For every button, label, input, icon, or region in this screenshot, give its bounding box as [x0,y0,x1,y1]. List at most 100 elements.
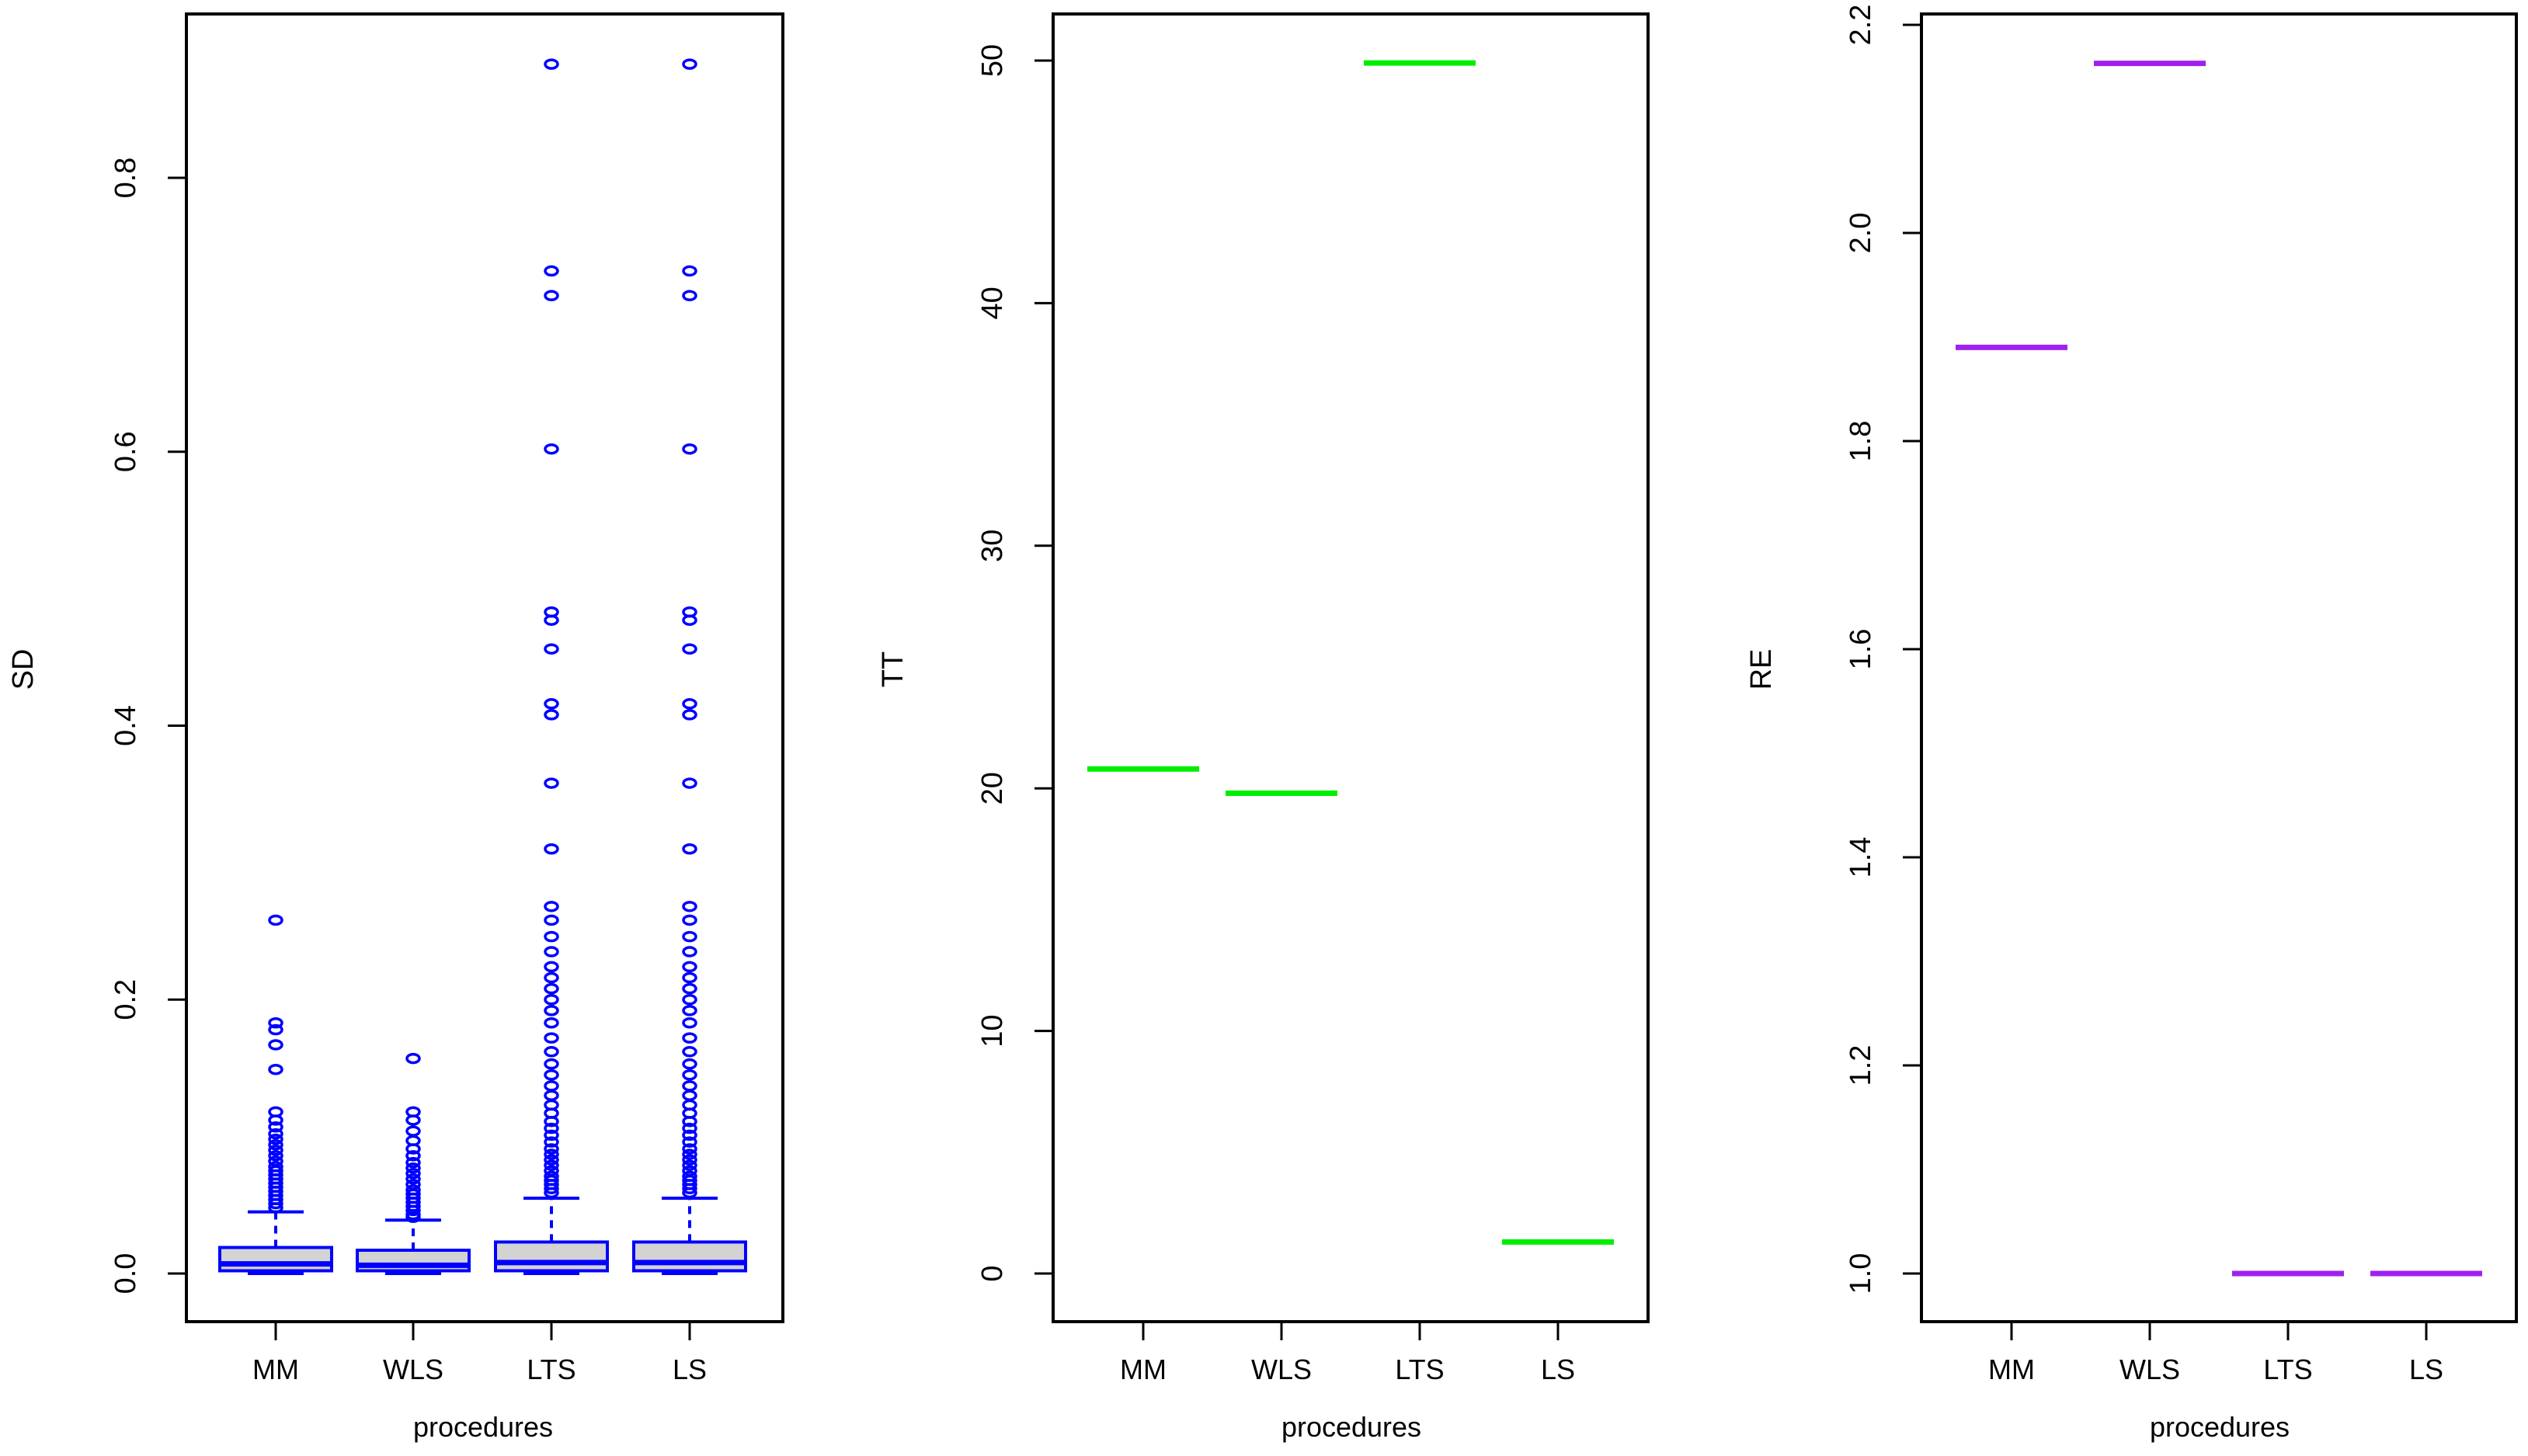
outlier-point [268,1138,283,1151]
outlier-point [405,1143,421,1155]
outlier-point [268,1121,283,1133]
outlier-point [544,994,559,1006]
outlier-point [682,709,697,721]
y-tick-label: 40 [976,287,1009,319]
outlier-point [544,1122,559,1135]
outlier-point [682,1183,697,1194]
outlier-point [405,1156,421,1169]
y-tick-label: 1.6 [1845,629,1877,670]
outlier-point [682,290,697,301]
x-tick-label: MM [252,1353,299,1385]
outlier-point [682,58,697,70]
outlier-point [682,1046,697,1058]
outlier-point [268,1063,283,1075]
outlier-point [268,1114,283,1126]
outlier-point [682,961,697,973]
outlier-point [682,265,697,277]
panel-sd: 0.0 0.2 0.4 0.6 0.8 MM WLS LTS LS procedures SD [7,12,784,1443]
y-axis-title: TT [877,652,909,687]
iqr-box [632,1240,747,1273]
outlier-point [544,901,559,912]
y-tick-label: 20 [976,772,1009,804]
box-mm [218,914,333,1275]
outlier-point [544,930,559,943]
outlier-point [682,930,697,943]
iqr-box [218,1246,333,1273]
x-tick-label: WLS [1251,1353,1312,1385]
box-ls [632,58,747,1275]
y-tick-label: 30 [976,530,1009,562]
x-tick-label: LTS [2263,1353,2312,1385]
x-tick-label: LTS [1395,1353,1444,1385]
outlier-point [405,1052,421,1065]
outlier-point [544,1148,559,1160]
y-tick-label: 0 [976,1265,1009,1281]
iqr-box [494,1240,609,1273]
outlier-point [544,1032,559,1044]
outlier-point [268,1202,283,1214]
outlier-point [682,982,697,995]
outlier-point [268,1023,283,1036]
outlier-point [544,58,559,70]
y-tick-label: 2.0 [1845,213,1877,254]
panel-re: 1.0 1.2 1.4 1.6 1.8 2.0 2.2 MM WLS LTS LS procedure… [1745,5,2518,1443]
x-axis-title: procedures [413,1411,553,1443]
y-axis-title: SD [7,649,40,690]
outlier-point [405,1114,421,1126]
outlier-point [544,1016,559,1029]
outlier-point [405,1150,421,1162]
outlier-point [268,1150,283,1162]
y-tick-label: 1.2 [1845,1045,1877,1086]
outlier-point [544,1129,559,1142]
y-tick-label: 0.0 [110,1253,142,1294]
outlier-point [544,443,559,455]
outlier-point [682,1129,697,1142]
outlier-point [544,1046,559,1058]
x-axis-title: procedures [1281,1411,1421,1443]
outlier-point [544,971,559,984]
outlier-point [544,1069,559,1081]
outlier-point [268,1128,283,1140]
box-lts [494,58,609,1275]
outlier-point [268,1016,283,1029]
outlier-point [544,777,559,789]
outlier-point [682,777,697,789]
x-tick-label: WLS [2119,1353,2180,1385]
outlier-point [682,1122,697,1135]
outlier-point [544,698,559,710]
outlier-point [682,1115,697,1128]
outlier-point [405,1162,421,1174]
outlier-point [682,1032,697,1044]
box-wls [356,1052,471,1275]
outlier-point [544,1187,559,1199]
outlier-point [682,994,697,1006]
y-tick-label: 0.6 [110,431,142,472]
outlier-point [682,1005,697,1016]
outlier-point [544,843,559,855]
outlier-point [268,1133,283,1145]
x-tick-label: MM [1120,1353,1167,1385]
outlier-point [544,1183,559,1194]
outlier-point [544,982,559,995]
outlier-point [544,1115,559,1128]
outlier-point [682,914,697,926]
panel-tt: 0 10 20 30 40 50 MM WLS LTS LS procedures TT [877,12,1650,1443]
outlier-point [405,1173,421,1185]
outlier-point [544,1154,559,1166]
outlier-point [682,643,697,655]
x-tick-label: LTS [527,1353,575,1385]
outlier-point [544,709,559,721]
x-tick-label: LS [1541,1353,1575,1385]
outlier-point [268,914,283,926]
outlier-point [682,1136,697,1148]
outlier-point [544,914,559,926]
outlier-point [682,1187,697,1199]
outlier-point [682,1143,697,1155]
outlier-point [682,1058,697,1070]
outlier-point [682,1159,697,1171]
outlier-point [682,698,697,710]
outlier-point [682,843,697,855]
y-tick-label: 1.8 [1845,421,1877,462]
